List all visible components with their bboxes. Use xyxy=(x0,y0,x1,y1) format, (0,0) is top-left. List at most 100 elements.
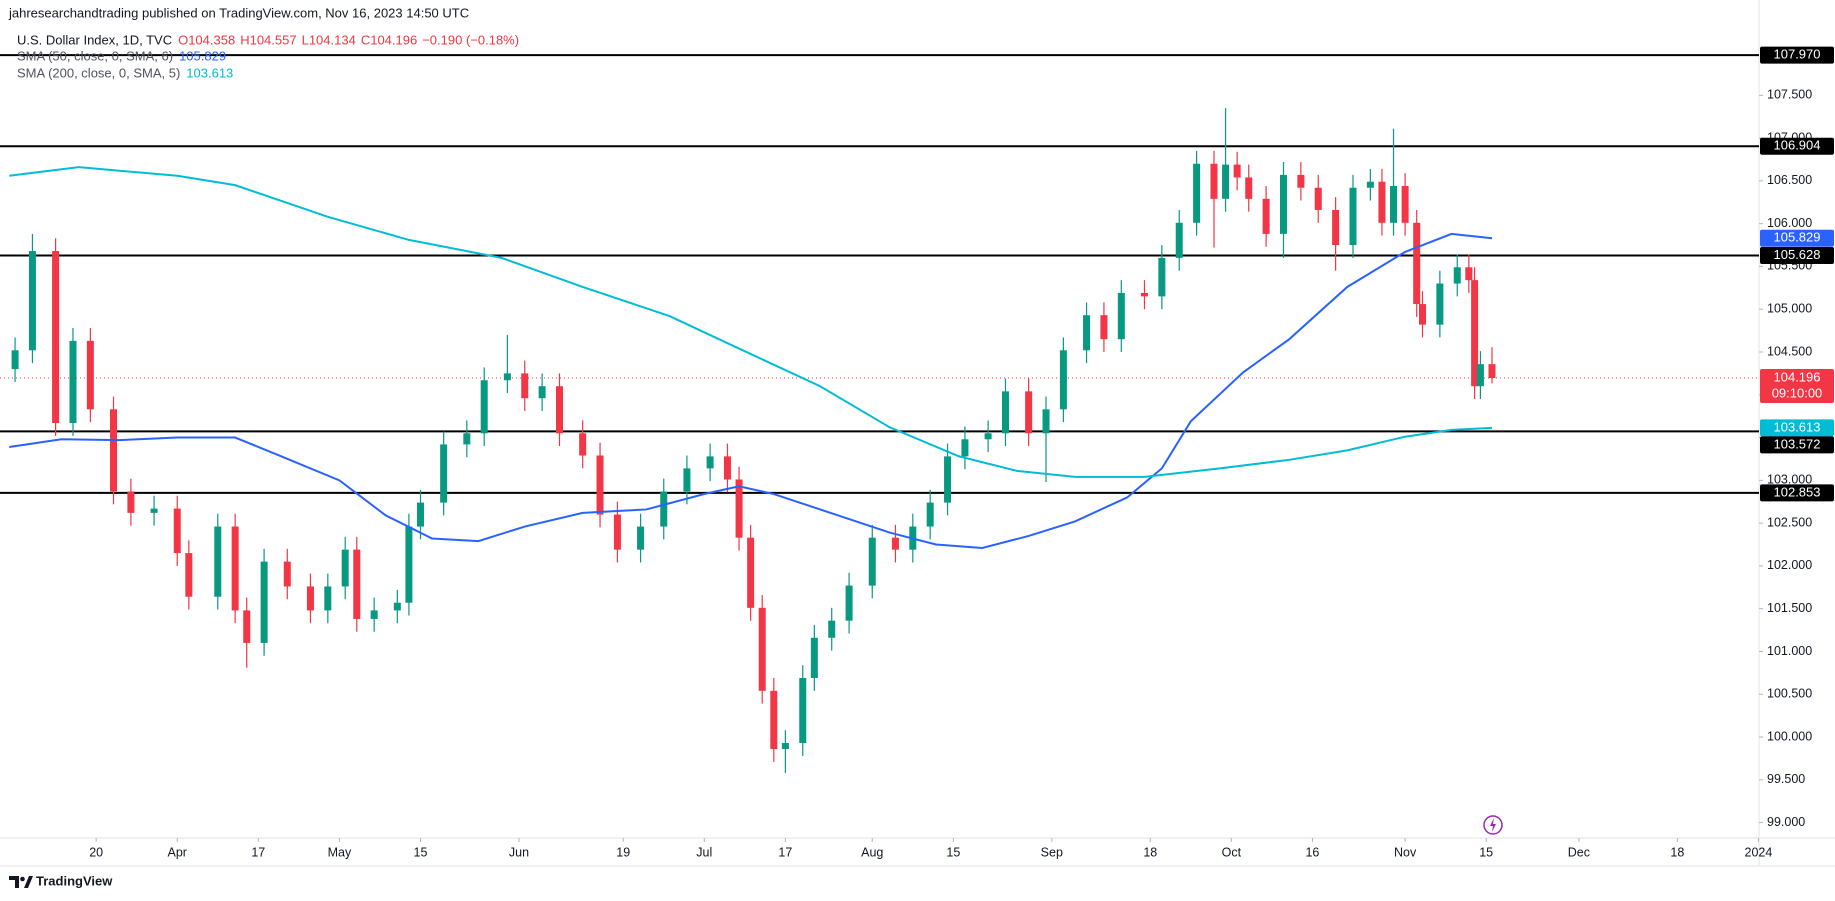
candle-body xyxy=(110,409,118,492)
level-badge: 107.970 xyxy=(1760,47,1834,64)
series-value: 103.613 xyxy=(186,65,233,80)
x-tick-label: May xyxy=(328,845,352,859)
level-badge: 102.853 xyxy=(1760,484,1834,502)
x-tick-label: Nov xyxy=(1394,845,1417,859)
candle-body xyxy=(538,386,546,399)
candle-body xyxy=(735,479,743,538)
candle-body xyxy=(1297,174,1305,188)
price-badge-text: 104.196 xyxy=(1774,369,1821,384)
candle-body xyxy=(723,456,731,480)
candle-body xyxy=(1140,292,1148,297)
candle-body xyxy=(353,549,361,619)
candle-body xyxy=(1083,315,1091,351)
candle-body xyxy=(405,526,413,603)
candle-body xyxy=(1366,181,1374,188)
y-tick-label: 106.500 xyxy=(1767,173,1812,187)
candle-body xyxy=(243,610,251,643)
level-badge-text: 106.904 xyxy=(1774,138,1821,153)
candle-body xyxy=(306,586,314,611)
level-badge-text: 105.628 xyxy=(1774,247,1821,262)
y-tick-label: 99.000 xyxy=(1767,815,1805,829)
candle-body xyxy=(1262,198,1270,234)
candle-body xyxy=(868,537,876,586)
level-badge: 103.572 xyxy=(1760,436,1834,454)
candle-body xyxy=(370,610,378,619)
candle-body xyxy=(1279,174,1287,234)
y-tick-label: 104.500 xyxy=(1767,344,1812,358)
candle-body xyxy=(214,526,222,597)
candle-body xyxy=(11,350,19,370)
candle-body xyxy=(1453,267,1461,284)
level-badge-box xyxy=(1760,484,1834,502)
candle-body xyxy=(1245,177,1253,199)
candle-body xyxy=(1222,164,1230,199)
y-tick-label: 101.500 xyxy=(1767,601,1812,615)
candle-body xyxy=(341,549,349,587)
publisher-line: jahresearchandtrading published on Tradi… xyxy=(8,5,469,20)
candle-body xyxy=(1471,280,1479,387)
x-tick-label: 20 xyxy=(89,845,103,859)
x-tick-label: 17 xyxy=(251,845,265,859)
sma-badge-box xyxy=(1760,419,1834,437)
y-tick-label: 100.000 xyxy=(1767,729,1812,743)
x-tick-label: Jul xyxy=(696,845,712,859)
x-tick-label: Aug xyxy=(861,845,883,859)
candle-body xyxy=(758,607,766,691)
candle-body xyxy=(1436,283,1444,325)
candle-body xyxy=(173,508,181,554)
logo xyxy=(9,876,33,888)
candle-body xyxy=(1158,257,1166,297)
candle-body xyxy=(660,491,668,527)
level-badge-box xyxy=(1760,46,1834,64)
y-tick-label: 101.000 xyxy=(1767,644,1812,658)
x-tick-label: Jun xyxy=(509,845,529,859)
candle-body xyxy=(1418,304,1426,325)
x-tick-label: 2024 xyxy=(1745,845,1773,859)
candle-body xyxy=(1001,391,1009,434)
candle-body xyxy=(613,514,621,550)
series-value: 105.829 xyxy=(179,48,226,63)
brand: TradingView xyxy=(36,873,113,888)
level-badge-box xyxy=(1760,436,1834,454)
status-value: H104.557 xyxy=(240,32,296,47)
series-name: SMA (50, close, 0, SMA, 6) xyxy=(17,48,173,63)
x-tick-label: 15 xyxy=(414,845,428,859)
y-tick-label: 103.000 xyxy=(1767,473,1812,487)
x-tick-label: 19 xyxy=(616,845,630,859)
x-tick-label: 17 xyxy=(778,845,792,859)
level-badge-text: 107.970 xyxy=(1774,47,1821,62)
candle-body xyxy=(747,537,755,608)
candle-body xyxy=(926,502,934,527)
x-tick-label: Apr xyxy=(168,845,187,859)
level-badge: 105.628 xyxy=(1760,247,1834,264)
candle-body xyxy=(1413,222,1421,305)
candle-body xyxy=(1117,292,1125,340)
candle-body xyxy=(521,373,529,399)
candle-body xyxy=(150,508,158,513)
candle-body xyxy=(683,468,691,492)
candle-body xyxy=(283,561,291,587)
alert-icon xyxy=(1483,815,1503,835)
candle-body xyxy=(231,526,239,611)
x-tick-label: 15 xyxy=(1479,845,1493,859)
sma-badge-text: 105.829 xyxy=(1774,230,1821,245)
level-badge-text: 102.853 xyxy=(1774,484,1821,499)
countdown: 09:10:00 xyxy=(1772,385,1823,400)
candle-body xyxy=(637,526,645,550)
candle-body xyxy=(1378,181,1386,223)
candle-body xyxy=(770,690,778,750)
y-tick-label: 102.000 xyxy=(1767,558,1812,572)
sma-badge: 103.613 xyxy=(1760,419,1834,437)
candle-body xyxy=(52,251,60,424)
x-tick-label: Oct xyxy=(1222,845,1242,859)
candle-body xyxy=(503,373,511,381)
sma-line xyxy=(9,232,1493,549)
candle-body xyxy=(828,620,836,638)
candle-body xyxy=(579,433,587,456)
x-tick-label: 15 xyxy=(946,845,960,859)
candle-body xyxy=(596,455,604,515)
y-tick-label: 99.500 xyxy=(1767,772,1805,786)
price-badge-box xyxy=(1760,369,1834,404)
